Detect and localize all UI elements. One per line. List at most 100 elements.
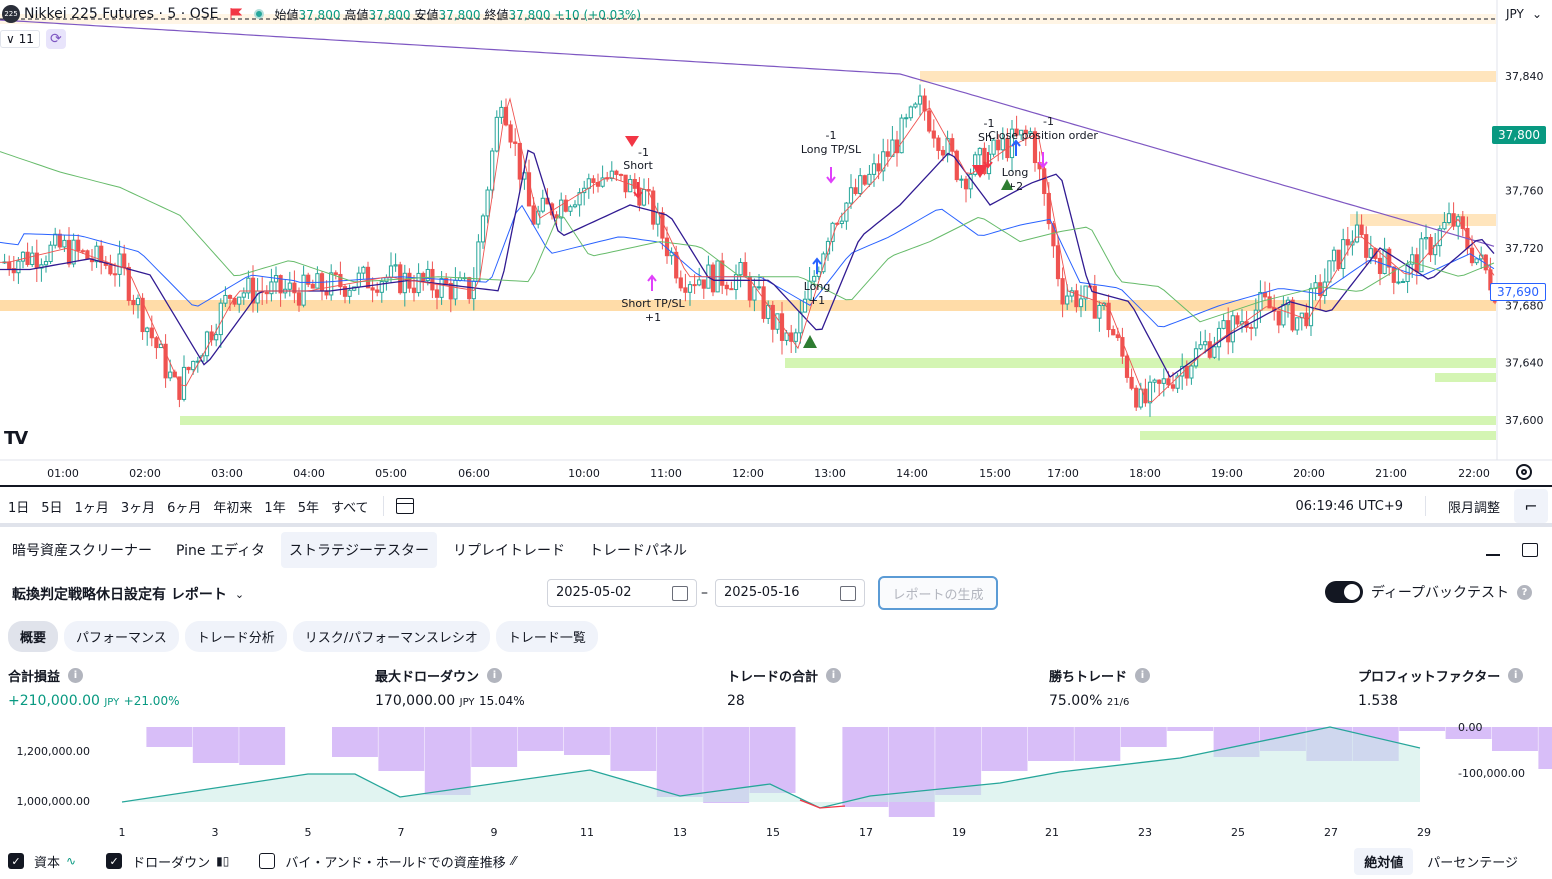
candle-body [1474, 258, 1479, 264]
info-icon[interactable]: ? [1517, 584, 1532, 600]
range-bar-right: 06:19:46 UTC+9 限月調整 ⌐ [1296, 489, 1548, 523]
info-icon[interactable]: i [68, 668, 84, 683]
gear-icon[interactable] [1516, 464, 1532, 480]
candle-body [954, 150, 959, 181]
range-ytd[interactable]: 年初来 [213, 500, 253, 516]
symbol-title[interactable]: Nikkei 225 Futures · 5 · OSE [24, 6, 219, 22]
market-status-icon[interactable] [254, 9, 265, 19]
range-1y[interactable]: 1年 [264, 500, 286, 516]
drawdown-checkbox-label: ドローダウン [132, 855, 211, 871]
equity-drawdown-segment [799, 799, 846, 809]
contract-adjust-button[interactable]: 限月調整 [1447, 500, 1500, 516]
calendar-icon[interactable] [840, 586, 856, 601]
candle-body [117, 253, 122, 275]
drawdown-checkbox-item[interactable]: ✓ ドローダウン ▮▯ [98, 852, 229, 871]
checkbox-unchecked-icon[interactable] [259, 853, 276, 869]
minimize-icon[interactable] [1486, 554, 1500, 556]
candle-body [499, 106, 504, 118]
tradingview-logo[interactable]: TV [4, 428, 28, 449]
candle-body [738, 261, 743, 276]
tab-pine-editor[interactable]: Pine エディタ [176, 543, 265, 559]
trade-arrow-head-icon [812, 257, 822, 265]
candle-body [421, 272, 426, 282]
generate-report-button[interactable]: レポートの生成 [878, 576, 998, 610]
chevron-down-icon[interactable]: ⌄ [234, 587, 245, 601]
range-5d[interactable]: 5日 [41, 500, 63, 516]
range-6m[interactable]: 6ヶ月 [167, 500, 202, 516]
range-1d[interactable]: 1日 [8, 500, 30, 516]
maximize-icon[interactable] [1522, 543, 1538, 557]
candle-body [858, 175, 863, 194]
range-all[interactable]: すべて [330, 500, 369, 516]
indicators-collapse-button[interactable]: ∨ 11 [0, 30, 40, 48]
candle-body [76, 239, 81, 252]
range-5y[interactable]: 5年 [297, 500, 319, 516]
tab-strategy-tester[interactable]: ストラテジーテスター [280, 532, 437, 568]
flag-icon[interactable] [230, 8, 243, 20]
candle-body [1014, 128, 1019, 136]
deep-backtest-toggle[interactable] [1324, 581, 1363, 603]
metric-label: プロフィットファクター i [1358, 666, 1524, 685]
equity-x-tick-label: 9 [491, 826, 498, 839]
calendar-icon[interactable] [395, 498, 414, 514]
candle-body [1157, 379, 1162, 384]
calendar-icon[interactable] [672, 586, 688, 601]
absolute-mode-button[interactable]: 絶対値 [1354, 847, 1414, 875]
candle-body [1032, 131, 1038, 164]
candle-body [513, 141, 518, 144]
equity-checkbox-item[interactable]: ✓ 資本 ∿ [0, 852, 76, 871]
candle-body [959, 178, 964, 181]
collapse-icon[interactable]: ⌐ [1514, 489, 1548, 523]
date-from-field[interactable]: 2025-05-02 [547, 579, 697, 607]
candle-body [278, 275, 283, 294]
candle-body [1226, 320, 1231, 343]
candle-body [1221, 320, 1226, 329]
tab-risk-ratio[interactable]: リスク/パフォーマンスレシオ [292, 621, 490, 652]
tab-trade-analysis[interactable]: トレード分析 [184, 621, 287, 652]
tab-trade-list[interactable]: トレード一覧 [495, 621, 598, 652]
buy-hold-checkbox-item[interactable]: バイ・アンド・ホールドでの資産推移 ⁄⁄ [251, 852, 516, 871]
price-chart-pane[interactable]: -1 Short Long +1 Short TP/SL +1 -1 Long TP/SL -1… [0, 0, 1552, 487]
strategy-name[interactable]: 転換判定戦略休日設定有 レポート [12, 587, 227, 603]
tab-crypto-screener[interactable]: 暗号資産スクリーナー [12, 543, 152, 559]
equity-x-tick-label: 19 [952, 826, 966, 839]
x-tick-label: 02:00 [129, 467, 161, 480]
candle-body [71, 239, 76, 265]
trade-arrow-head-icon [1011, 139, 1021, 147]
refresh-icon[interactable]: ⟳ [45, 29, 66, 49]
date-to-field[interactable]: 2025-05-16 [715, 579, 865, 607]
candle-body [1368, 248, 1373, 258]
candle-body [306, 274, 311, 285]
candle-body [227, 294, 233, 299]
tab-performance[interactable]: パフォーマンス [64, 621, 179, 652]
candle-body [1276, 310, 1281, 326]
info-icon[interactable]: i [826, 668, 842, 683]
tab-overview[interactable]: 概要 [8, 621, 59, 652]
info-icon[interactable]: i [1508, 668, 1524, 683]
checkbox-checked-icon[interactable]: ✓ [8, 853, 24, 869]
candle-body [1442, 222, 1447, 230]
short-entry-triangle-icon [625, 136, 639, 147]
clock[interactable]: 06:19:46 UTC+9 [1295, 498, 1403, 514]
candle-body [80, 250, 85, 253]
chevron-down-icon: ⌄ [1531, 7, 1542, 21]
info-icon[interactable]: i [1135, 668, 1151, 683]
candle-body [379, 281, 384, 293]
candle-body [651, 190, 656, 225]
info-icon[interactable]: i [487, 668, 503, 683]
currency-label: JPY [1506, 7, 1524, 21]
tab-trade-panel[interactable]: トレードパネル [588, 543, 687, 559]
currency-selector[interactable]: JPY ⌄ [1500, 3, 1548, 25]
range-3m[interactable]: 3ヶ月 [120, 500, 156, 516]
percentage-mode-button[interactable]: パーセンテージ [1427, 855, 1518, 871]
tab-replay-trade[interactable]: リプレイトレード [452, 543, 565, 559]
equity-chart[interactable]: 1,200,000.00 1,000,000.00 0.00 -100,000.00 1… [0, 718, 1552, 842]
range-1m[interactable]: 1ヶ月 [74, 500, 109, 516]
candle-body [48, 244, 53, 263]
checkbox-checked-icon[interactable]: ✓ [106, 853, 123, 869]
equity-x-tick-label: 11 [580, 826, 594, 839]
range-bar: 1日 5日 1ヶ月 3ヶ月 6ヶ月 年初来 1年 5年 すべて 06:19:46… [0, 489, 1552, 527]
candle-body [1106, 302, 1111, 331]
equity-checkbox-label: 資本 [34, 855, 61, 871]
